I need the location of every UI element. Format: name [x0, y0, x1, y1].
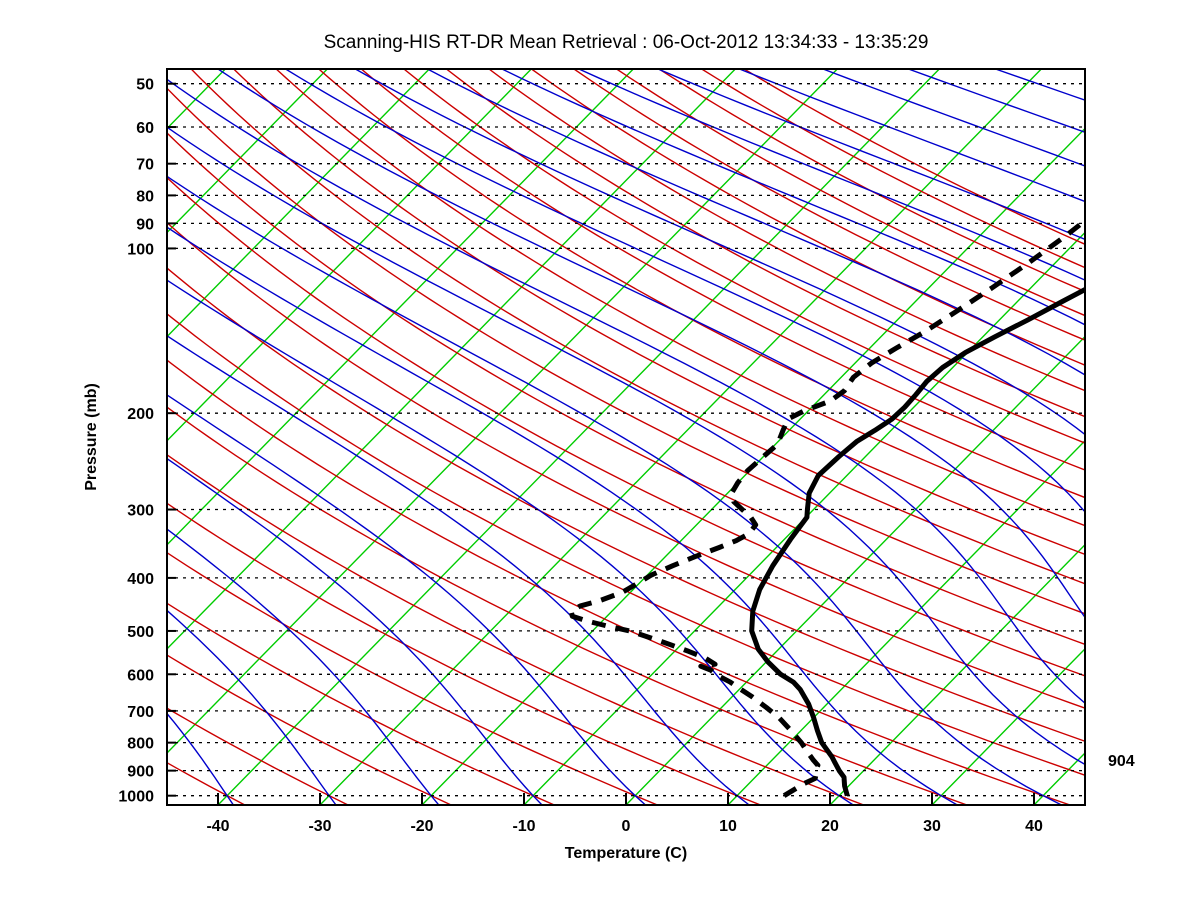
pressure-tick-label-800: 800: [127, 736, 154, 753]
pressure-tick-label-500: 500: [127, 624, 154, 641]
temperature-tick-label--40: -40: [206, 818, 229, 835]
dewpoint-profile-line: [568, 217, 1085, 798]
pressure-tick-label-900: 900: [127, 764, 154, 781]
pressure-tick-label-70: 70: [136, 157, 154, 174]
temperature-tick-label-20: 20: [821, 818, 839, 835]
pressure-tick-label-60: 60: [136, 120, 154, 137]
temperature-tick-label-30: 30: [923, 818, 941, 835]
pressure-tick-label-50: 50: [136, 77, 154, 94]
temperature-axis: -40 -30 -20 -10 0 10 20 30 40: [206, 793, 1043, 835]
temperature-tick-label-0: 0: [622, 818, 631, 835]
pressure-tick-label-90: 90: [136, 216, 154, 233]
temperature-tick-label-40: 40: [1025, 818, 1043, 835]
background-gridlines: [167, 69, 1085, 805]
temperature-profile-line: [749, 286, 1085, 797]
y-axis-label: Pressure (mb): [83, 383, 100, 491]
pressure-tick-label-100: 100: [127, 241, 154, 258]
temperature-tick-label-10: 10: [719, 818, 737, 835]
pressure-tick-label-700: 700: [127, 704, 154, 721]
pressure-gridlines: [167, 83, 1085, 797]
temperature-tick-label--30: -30: [308, 818, 331, 835]
pressure-tick-label-400: 400: [127, 571, 154, 588]
pressure-tick-label-300: 300: [127, 503, 154, 520]
temperature-tick-label--20: -20: [410, 818, 433, 835]
pressure-tick-label-600: 600: [127, 667, 154, 684]
x-axis-label: Temperature (C): [565, 845, 687, 862]
pressure-tick-label-1000: 1000: [118, 789, 154, 806]
pressure-axis: 50 60 70 80 90 100 200 300 400 500 600 700 800 900 100…: [118, 77, 176, 806]
page-title: Scanning-HIS RT-DR Mean Retrieval : 06-O…: [324, 32, 929, 53]
surface-pressure-annotation: 904: [1108, 753, 1135, 770]
sounding-profiles: [568, 217, 1085, 798]
pressure-tick-label-200: 200: [127, 406, 154, 423]
pressure-tick-label-80: 80: [136, 188, 154, 205]
temperature-tick-label--10: -10: [512, 818, 535, 835]
